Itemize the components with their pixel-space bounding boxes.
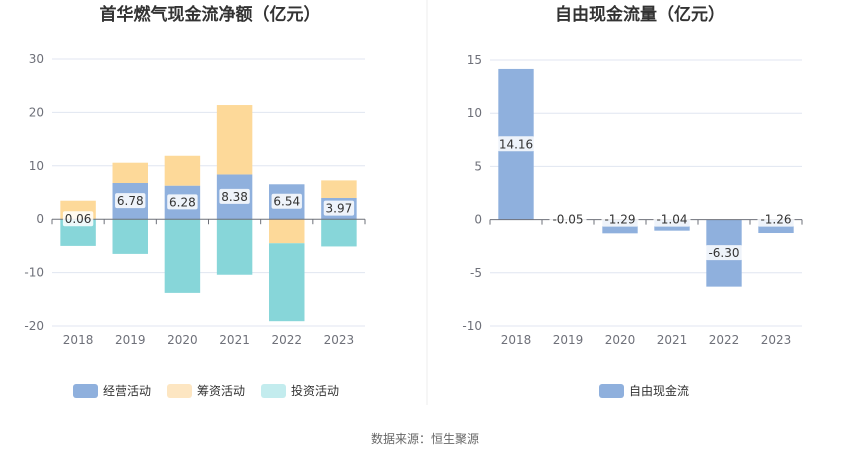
cash-flow-bars	[60, 105, 357, 322]
cash-flow-chart-title: 首华燃气现金流净额（亿元）	[100, 4, 321, 25]
y-tick-label: -10	[24, 266, 44, 280]
x-tick-label: 2018	[501, 333, 532, 347]
bar-投资活动-2022[interactable]	[269, 243, 305, 322]
data-label: 14.16	[499, 137, 533, 151]
legend-swatch	[261, 384, 286, 398]
legend-item-筹资活动[interactable]: 筹资活动	[167, 384, 245, 398]
legend-label: 自由现金流	[629, 383, 689, 398]
data-label: -1.26	[760, 213, 791, 227]
x-tick-label: 2020	[605, 333, 636, 347]
y-tick-label: 15	[467, 53, 482, 67]
x-tick-label: 2023	[761, 333, 792, 347]
data-label: 8.38	[221, 190, 248, 204]
x-tick-label: 2022	[709, 333, 740, 347]
y-tick-label: -10	[462, 319, 482, 333]
cash-flow-chart: 首华燃气现金流净额（亿元） -20 -10 0 10 20 30 2018 2019 2020 2…	[24, 4, 366, 398]
data-label: -1.29	[604, 213, 635, 227]
bar-投资活动-2021[interactable]	[216, 219, 253, 275]
data-label: -6.30	[708, 246, 739, 260]
y-tick-label: 0	[36, 212, 44, 226]
legend-label: 筹资活动	[197, 384, 245, 398]
bar-投资活动-2019[interactable]	[112, 219, 148, 254]
free-cash-flow-grid	[490, 59, 802, 327]
data-label-bg	[219, 188, 250, 204]
cash-flow-legend[interactable]: 经营活动 筹资活动 投资活动	[73, 383, 339, 398]
bar-筹资活动-2023[interactable]	[321, 180, 357, 199]
free-cash-flow-data-labels: 14.16 -0.05 -1.29 -1.04 -6.30 -1.26	[497, 136, 795, 261]
data-label: 6.78	[117, 194, 144, 208]
cash-flow-grid	[52, 58, 365, 327]
data-label-bg	[323, 200, 355, 216]
data-label: 0.06	[65, 212, 92, 226]
bar-筹资活动-2022[interactable]	[269, 219, 305, 244]
x-tick-label: 2021	[657, 333, 688, 347]
data-label-bg	[653, 211, 691, 227]
data-label-bg	[62, 211, 94, 227]
y-tick-label: -20	[24, 319, 44, 333]
y-tick-label: 30	[29, 52, 44, 66]
legend-label: 经营活动	[103, 384, 151, 398]
data-label-bg	[549, 211, 587, 227]
data-source-note: 数据来源：恒生聚源	[370, 432, 479, 446]
y-tick-label: 10	[29, 159, 44, 173]
free-cash-flow-legend[interactable]: 自由现金流	[599, 383, 689, 398]
x-tick-label: 2019	[115, 333, 146, 347]
legend-item-投资活动[interactable]: 投资活动	[261, 383, 339, 398]
data-label-bg	[601, 211, 639, 227]
data-label: -1.04	[656, 213, 687, 227]
x-tick-label: 2021	[219, 333, 250, 347]
free-cash-flow-axes: -10 -5 0 5 10 15 2018 2019 2020 2021 2022 2023	[462, 53, 803, 347]
cash-flow-data-labels: 0.06 6.78 6.28 8.38 6.54 3.97	[62, 188, 355, 227]
data-label-bg	[271, 193, 302, 209]
y-tick-label: 20	[29, 105, 44, 119]
bar-筹资活动-2020[interactable]	[164, 155, 201, 186]
data-label-bg	[167, 194, 198, 210]
data-label-bg	[497, 136, 535, 152]
legend-swatch	[73, 384, 98, 398]
free-cash-flow-chart-title: 自由现金流量（亿元）	[555, 4, 725, 25]
x-tick-label: 2020	[167, 333, 198, 347]
bar-投资活动-2020[interactable]	[164, 219, 201, 293]
data-label-bg	[115, 193, 146, 209]
x-tick-label: 2023	[324, 333, 355, 347]
data-label: 3.97	[326, 202, 353, 216]
x-tick-label: 2019	[553, 333, 584, 347]
y-tick-label: 0	[474, 213, 482, 227]
x-tick-label: 2022	[271, 333, 302, 347]
data-label: 6.54	[273, 195, 300, 209]
data-label: 6.28	[169, 195, 196, 209]
y-tick-label: -5	[470, 266, 482, 280]
bar-筹资活动-2021[interactable]	[216, 105, 253, 175]
legend-item-经营活动[interactable]: 经营活动	[73, 384, 151, 398]
data-label-bg	[705, 245, 743, 261]
bar-筹资活动-2019[interactable]	[112, 162, 148, 183]
legend-label: 投资活动	[291, 383, 339, 398]
cash-flow-axes: -20 -10 0 10 20 30 2018 2019 2020 2021 2022 2023	[24, 52, 366, 347]
data-label: -0.05	[552, 213, 583, 227]
data-label-bg	[757, 211, 795, 227]
free-cash-flow-chart: 自由现金流量（亿元） -10 -5 0 5 10 15 2018 2019 2020 2021 20…	[462, 4, 803, 398]
legend-swatch	[167, 384, 192, 398]
y-tick-label: 10	[467, 106, 482, 120]
bar-投资活动-2023[interactable]	[321, 219, 357, 247]
y-tick-label: 5	[474, 159, 482, 173]
free-cash-flow-bars	[498, 68, 794, 287]
legend-swatch	[599, 384, 624, 398]
x-tick-label: 2018	[63, 333, 94, 347]
legend-item-自由现金流[interactable]: 自由现金流	[599, 383, 689, 398]
